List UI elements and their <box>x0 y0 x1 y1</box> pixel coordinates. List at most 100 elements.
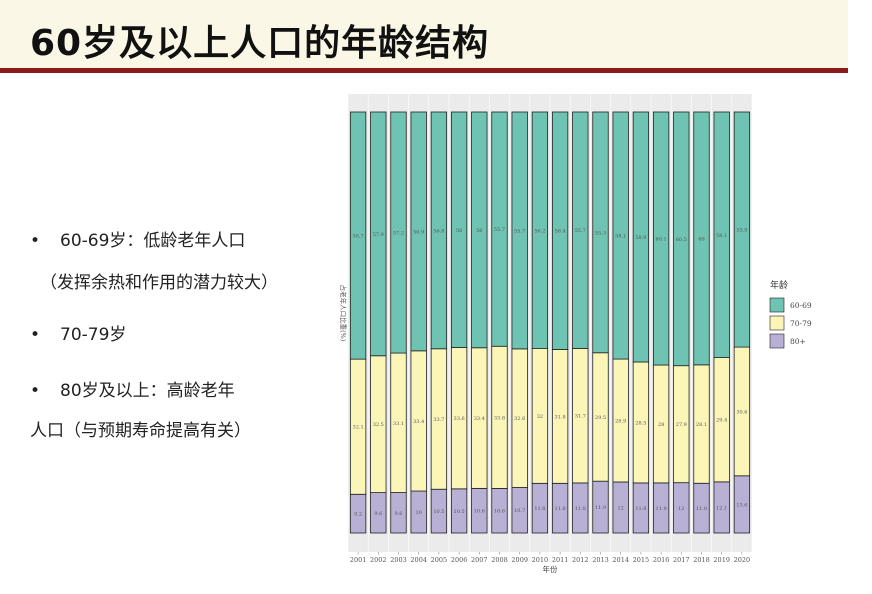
bar-segment <box>551 111 569 350</box>
bar-value-label: 60.1 <box>656 237 667 243</box>
bar-segment <box>491 111 508 347</box>
bullet-text: 80岁及以上：高龄老年 <box>60 381 235 401</box>
bar-segment <box>430 111 448 350</box>
bar-value-label: 60 <box>698 236 704 242</box>
bar-value-label: 27.9 <box>676 422 687 428</box>
bar-value-label: 11.8 <box>534 506 545 512</box>
bar-segment <box>673 111 690 367</box>
bar-value-label: 9.6 <box>395 511 403 517</box>
bar-value-label: 56.4 <box>555 229 566 235</box>
x-tick-label: 2007 <box>471 556 488 564</box>
bullet-item: 人口（与预期寿命提高有关） <box>30 416 251 441</box>
bar-value-label: 9.2 <box>354 512 362 518</box>
bar-value-label: 10.5 <box>433 509 444 515</box>
bar-value-label: 32.6 <box>514 416 525 422</box>
bar-value-label: 55.7 <box>494 227 505 233</box>
bar-value-label: 29.4 <box>716 418 727 424</box>
slide-title: 60岁及以上人口的年龄结构 <box>30 23 490 64</box>
bar-segment <box>572 111 589 349</box>
bar-value-label: 33.6 <box>454 416 465 422</box>
bar-value-label: 12 <box>618 505 624 511</box>
bullet-text: 人口（与预期寿命提高有关） <box>30 421 251 441</box>
bar-value-label: 10.6 <box>494 509 505 515</box>
legend-title: 年龄 <box>770 279 788 291</box>
bullet-item: • 70-79岁 <box>30 320 126 345</box>
x-tick-label: 2014 <box>612 556 629 564</box>
y-axis-label: 占老年人口比重(%) <box>339 285 348 342</box>
bar-value-label: 10.6 <box>474 509 485 515</box>
title-band <box>0 0 848 68</box>
bar-value-label: 33.7 <box>433 417 444 423</box>
bar-value-label: 56.2 <box>534 228 545 234</box>
bar-value-label: 58.9 <box>635 235 646 241</box>
bar-segment <box>733 111 751 348</box>
bar-value-label: 12 <box>678 506 684 512</box>
bar-segment <box>531 111 549 350</box>
x-tick-label: 2003 <box>390 556 407 564</box>
bar-segment <box>632 111 650 363</box>
bar-value-label: 29.5 <box>595 415 606 421</box>
bar-segment <box>693 111 710 366</box>
bar-value-label: 31.7 <box>575 414 586 420</box>
bar-segment <box>511 111 528 350</box>
bar-value-label: 55.3 <box>595 230 606 236</box>
bar-value-label: 11.8 <box>555 506 566 512</box>
bar-value-label: 56.9 <box>413 229 424 235</box>
bar-value-label: 12.1 <box>716 505 727 511</box>
bar-value-label: 30.6 <box>736 409 747 415</box>
x-tick-label: 2017 <box>673 556 690 564</box>
bar-value-label: 33.8 <box>494 415 505 421</box>
bar-value-label: 58.1 <box>716 233 727 239</box>
bar-value-label: 10 <box>416 510 422 516</box>
bar-value-label: 31.8 <box>555 414 566 420</box>
bar-value-label: 33.1 <box>393 421 404 427</box>
x-tick-label: 2016 <box>653 556 670 564</box>
bullet-item: • 60-69岁：低龄老年人口 <box>30 226 245 251</box>
x-tick-label: 2012 <box>572 556 589 564</box>
bar-value-label: 28.5 <box>635 420 646 426</box>
bar-value-label: 57.9 <box>373 232 384 238</box>
bullet-marker: • <box>30 325 41 345</box>
x-tick-label: 2010 <box>532 556 549 564</box>
bar-segment <box>612 111 629 360</box>
bar-value-label: 13.6 <box>736 502 747 508</box>
bullet-text: 60-69岁：低龄老年人口 <box>60 231 246 251</box>
bar-value-label: 33.4 <box>413 419 424 425</box>
legend-label: 80+ <box>790 337 806 346</box>
x-tick-label: 2001 <box>350 556 367 564</box>
bar-segment <box>450 111 468 348</box>
bullet-marker: • <box>30 231 41 251</box>
bar-value-label: 11.9 <box>595 505 606 511</box>
bar-value-label: 58.1 <box>615 234 626 240</box>
stacked-bar-chart: 9.2 32.1 58.7 2001 9.6 32.5 57.9 2002 9.6 33.1 57.… <box>339 94 812 574</box>
x-tick-label: 2002 <box>370 556 387 564</box>
bar-value-label: 32.1 <box>353 425 364 431</box>
bar-segment <box>410 111 427 352</box>
x-tick-label: 2004 <box>410 556 427 564</box>
bar-value-label: 11.8 <box>696 506 707 512</box>
bar-segment <box>471 111 488 349</box>
x-tick-label: 2005 <box>431 556 448 564</box>
bar-segment <box>370 111 387 357</box>
bullet-text: （发挥余热和作用的潜力较大） <box>40 273 278 293</box>
bullet-text: 70-79岁 <box>60 325 127 345</box>
bar-value-label: 60.5 <box>676 237 687 243</box>
bar-value-label: 55.7 <box>514 228 525 234</box>
bar-value-label: 56 <box>476 228 482 234</box>
bar-value-label: 56 <box>456 228 462 234</box>
x-tick-label: 2015 <box>633 556 650 564</box>
x-axis-label: 年份 <box>543 564 558 574</box>
x-tick-label: 2020 <box>734 556 751 564</box>
bar-value-label: 58.7 <box>353 234 364 240</box>
bar-value-label: 33.4 <box>474 416 485 422</box>
bar-value-label: 11.8 <box>635 506 646 512</box>
bar-value-label: 32.5 <box>373 422 384 428</box>
bar-value-label: 55.9 <box>736 228 747 234</box>
x-tick-label: 2019 <box>713 556 730 564</box>
bar-value-label: 10.7 <box>514 508 525 514</box>
bar-value-label: 28.1 <box>696 422 707 428</box>
bar-value-label: 32 <box>537 414 543 420</box>
bar-value-label: 28.9 <box>615 419 626 425</box>
bullet-item: （发挥余热和作用的潜力较大） <box>40 268 278 293</box>
bar-value-label: 10.5 <box>454 509 465 515</box>
